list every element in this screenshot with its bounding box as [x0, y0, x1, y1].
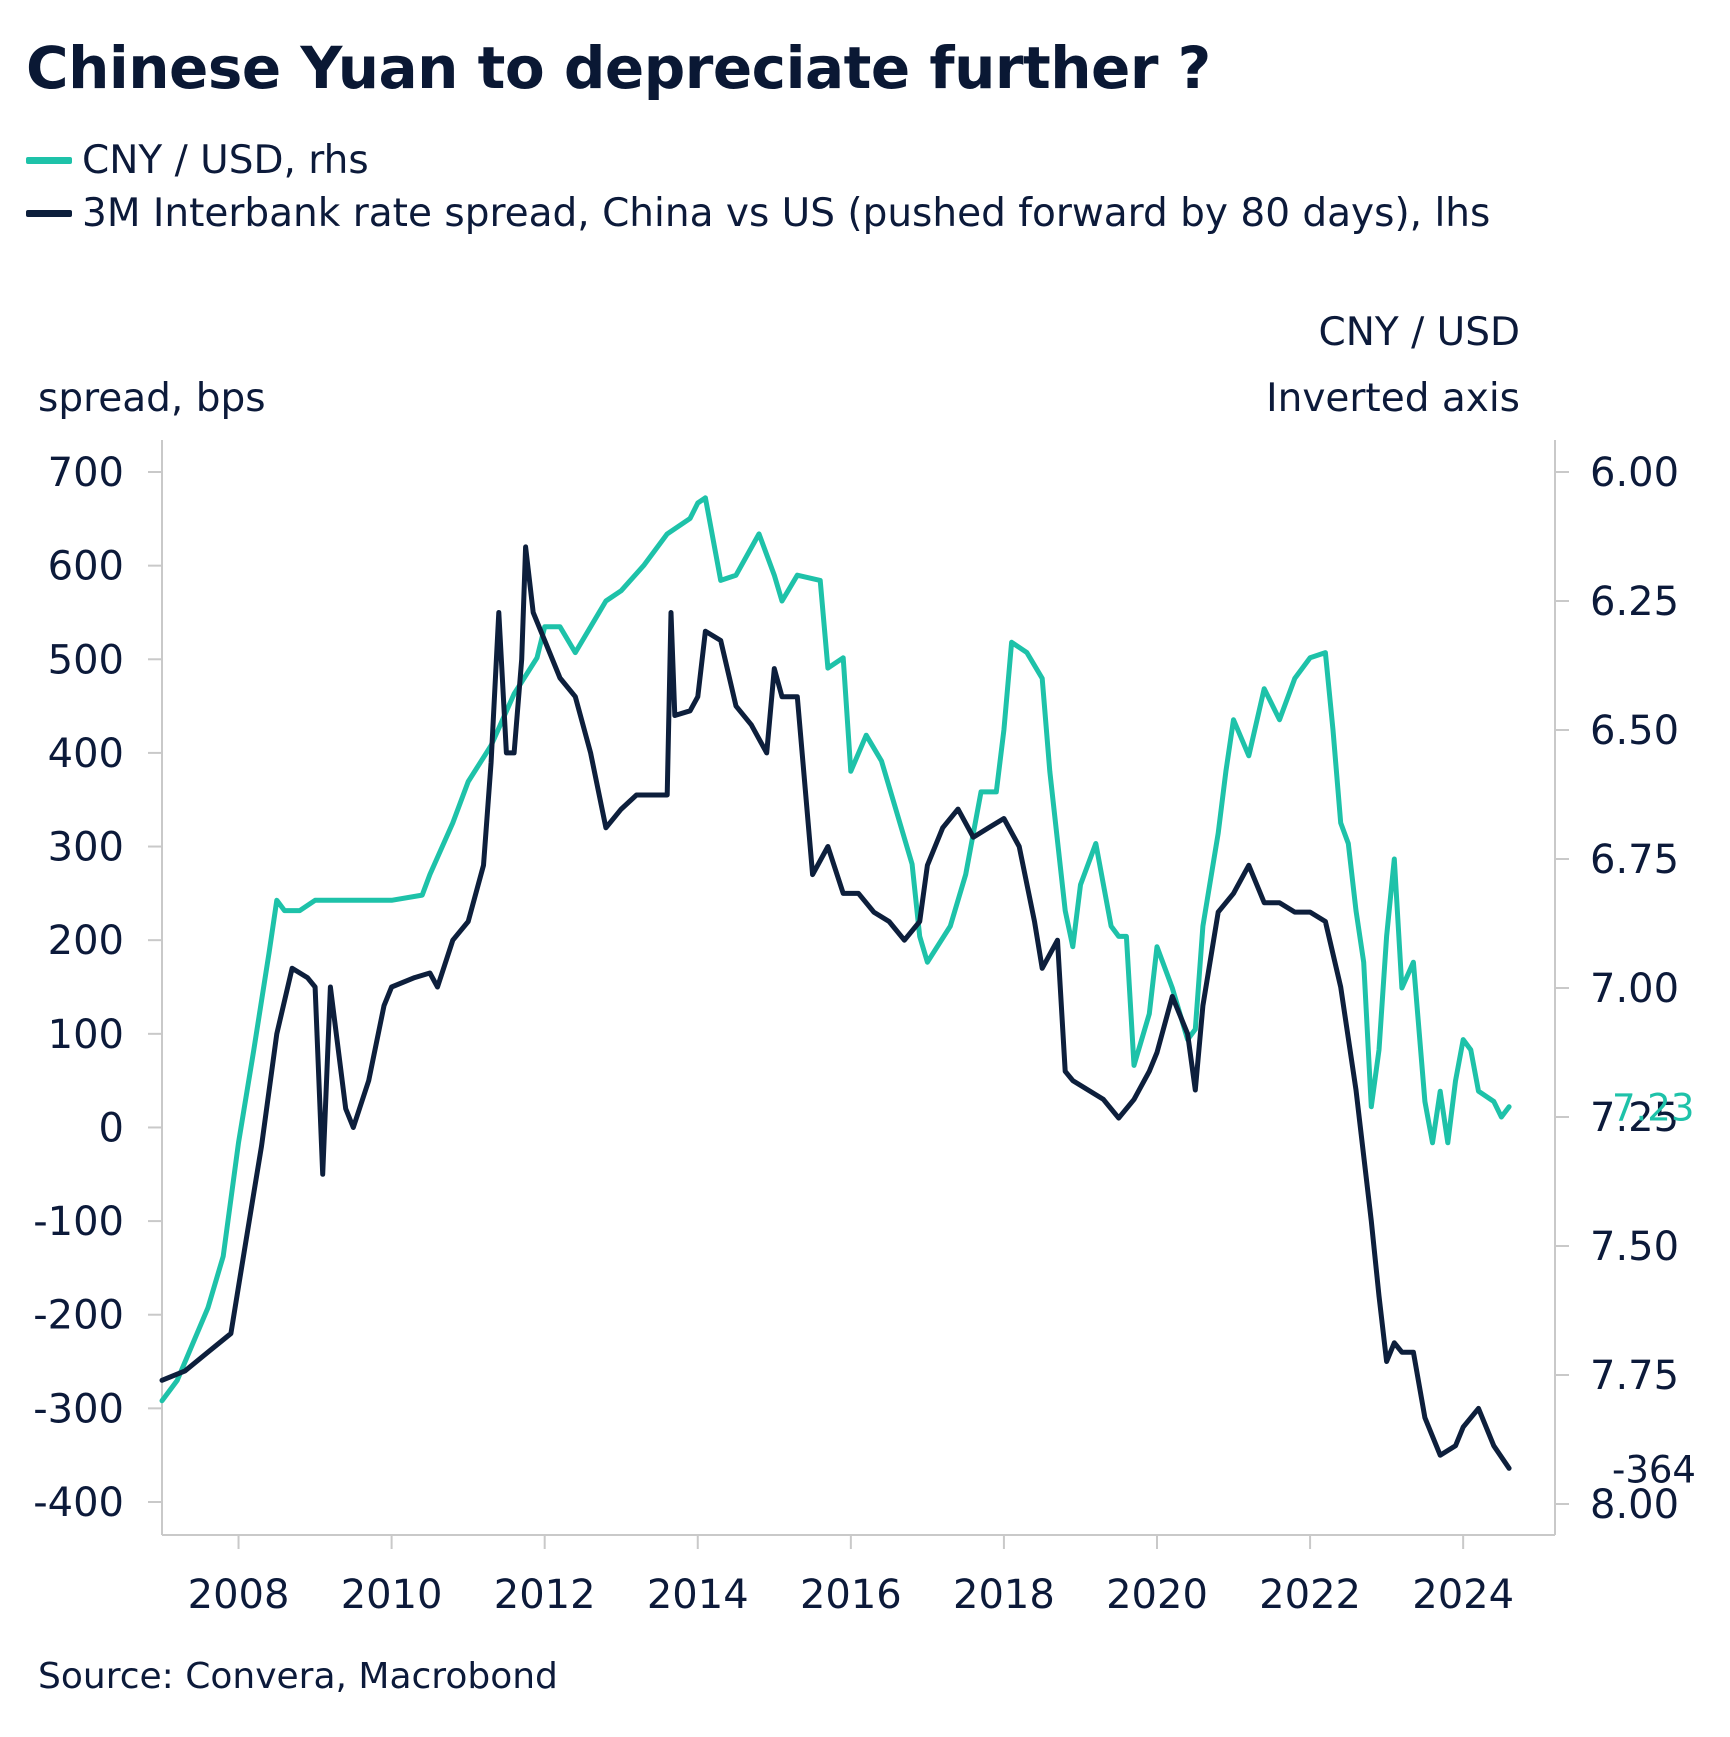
left-tick-label: 500 — [48, 637, 124, 683]
x-tick-label: 2018 — [953, 1572, 1055, 1618]
left-tick-label: 600 — [48, 544, 124, 590]
right-tick-label: 6.75 — [1590, 837, 1679, 883]
x-tick-label: 2014 — [647, 1572, 749, 1618]
legend-label-cny: CNY / USD, rhs — [82, 138, 369, 183]
right-axis-title-line2: Inverted axis — [1266, 376, 1520, 421]
legend-label-spread: 3M Interbank rate spread, China vs US (p… — [82, 191, 1491, 236]
left-tick-label: -400 — [33, 1480, 124, 1526]
right-axis-title-line1: CNY / USD — [1318, 310, 1521, 355]
x-tick-label: 2008 — [188, 1572, 290, 1618]
right-tick-label: 6.00 — [1590, 450, 1679, 496]
right-tick-label: 7.00 — [1590, 966, 1679, 1012]
right-tick-label: 7.25 — [1590, 1095, 1679, 1141]
x-tick-label: 2024 — [1412, 1572, 1514, 1618]
series-line-cny — [159, 495, 1512, 1404]
x-tick-label: 2012 — [494, 1572, 596, 1618]
series-line-spread — [159, 544, 1512, 1471]
right-tick-label: 7.50 — [1590, 1224, 1679, 1270]
legend-swatch-cny — [26, 157, 72, 164]
x-tick-label: 2016 — [800, 1572, 902, 1618]
left-tick-label: 700 — [48, 450, 124, 496]
x-tick-label: 2010 — [341, 1572, 443, 1618]
left-tick-label: 300 — [48, 825, 124, 871]
left-tick-label: -200 — [33, 1293, 124, 1339]
right-tick-label: 7.75 — [1590, 1353, 1679, 1399]
right-tick-label: 6.25 — [1590, 579, 1679, 625]
left-tick-label: 100 — [48, 1012, 124, 1058]
x-tick-label: 2020 — [1106, 1572, 1208, 1618]
left-tick-label: 200 — [48, 918, 124, 964]
left-tick-label: 400 — [48, 731, 124, 777]
last-value-cny: 7.23 — [1612, 1087, 1694, 1130]
right-tick-label: 8.00 — [1590, 1482, 1679, 1528]
x-tick-label: 2022 — [1259, 1572, 1361, 1618]
source-note: Source: Convera, Macrobond — [38, 1656, 558, 1697]
last-value-spread: -364 — [1612, 1448, 1696, 1491]
left-tick-label: -100 — [33, 1199, 124, 1245]
legend-swatch-spread — [26, 210, 72, 217]
right-tick-label: 6.50 — [1590, 708, 1679, 754]
chart-title: Chinese Yuan to depreciate further ? — [26, 34, 1211, 102]
left-axis-title: spread, bps — [38, 376, 266, 421]
left-tick-label: -300 — [33, 1386, 124, 1432]
legend-item-spread: 3M Interbank rate spread, China vs US (p… — [26, 191, 1490, 236]
legend-item-cny: CNY / USD, rhs — [26, 138, 369, 183]
left-tick-label: 0 — [99, 1105, 124, 1151]
